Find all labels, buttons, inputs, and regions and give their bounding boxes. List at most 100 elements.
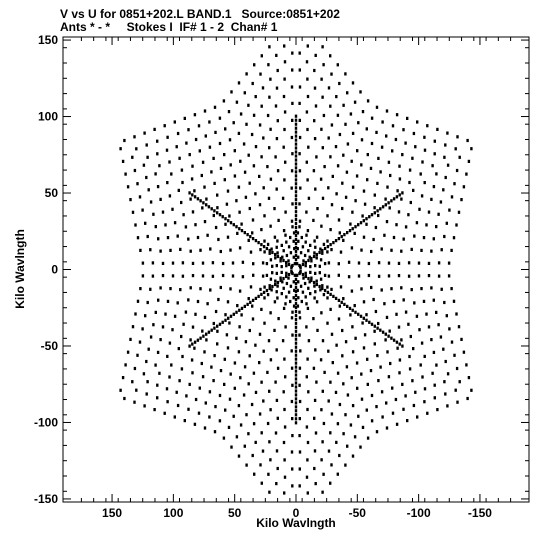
- uv-point: [294, 357, 298, 361]
- uv-point: [453, 182, 456, 186]
- uv-point: [225, 202, 229, 206]
- uv-point: [135, 388, 138, 392]
- uv-point: [222, 436, 226, 440]
- uv-point: [242, 142, 246, 146]
- uv-point: [346, 142, 350, 146]
- uv-point: [258, 174, 261, 178]
- uv-point: [282, 276, 285, 281]
- uv-point: [138, 195, 142, 199]
- uv-point: [236, 231, 239, 235]
- uv-point: [348, 306, 352, 310]
- uv-point: [233, 149, 236, 153]
- uv-point: [326, 290, 330, 294]
- uv-point: [213, 209, 216, 213]
- uv-point: [274, 104, 278, 108]
- uv-point: [422, 299, 426, 303]
- uv-point: [291, 310, 294, 314]
- uv-point: [342, 103, 345, 107]
- uv-point: [296, 304, 300, 308]
- uv-point: [301, 272, 305, 277]
- uv-point: [235, 336, 238, 340]
- uv-point: [289, 235, 292, 240]
- uv-point: [435, 225, 438, 229]
- uv-point: [208, 390, 212, 394]
- uv-point: [342, 153, 345, 157]
- y-tick-label: -100: [34, 415, 58, 429]
- uv-point: [284, 160, 287, 164]
- uv-point: [423, 181, 426, 185]
- uv-point: [239, 159, 242, 163]
- uv-point: [455, 366, 459, 371]
- uv-point: [188, 191, 191, 195]
- uv-point: [280, 265, 283, 269]
- uv-point: [292, 296, 295, 300]
- uv-point: [416, 120, 419, 124]
- uv-point: [316, 207, 319, 211]
- uv-point: [431, 164, 434, 168]
- uv-point: [228, 214, 231, 218]
- uv-point: [351, 81, 355, 85]
- uv-point: [298, 333, 301, 337]
- uv-point: [376, 181, 379, 185]
- uv-point: [440, 287, 443, 291]
- uv-point: [229, 163, 232, 167]
- uv-point: [269, 258, 273, 262]
- uv-point: [327, 349, 330, 353]
- uv-point: [283, 425, 287, 429]
- uv-point: [196, 197, 200, 201]
- uv-point: [281, 339, 285, 343]
- uv-point: [430, 197, 433, 201]
- uv-point: [306, 491, 309, 495]
- uv-point: [421, 160, 424, 164]
- uv-point: [367, 273, 371, 278]
- uv-point: [243, 444, 246, 448]
- uv-point: [327, 274, 331, 278]
- uv-point: [351, 350, 355, 354]
- uv-point: [398, 342, 401, 346]
- uv-point: [395, 195, 399, 199]
- uv-point: [290, 219, 294, 223]
- uv-point: [298, 366, 302, 370]
- uv-point: [341, 181, 344, 185]
- uv-point: [392, 299, 396, 304]
- uv-point: [363, 333, 367, 337]
- uv-point: [271, 264, 274, 268]
- x-tick-label: 150: [102, 506, 122, 520]
- uv-point: [400, 338, 403, 342]
- uv-point: [335, 440, 338, 444]
- uv-point: [210, 365, 213, 369]
- uv-point: [284, 375, 287, 379]
- uv-point: [274, 380, 277, 384]
- uv-point: [294, 349, 298, 353]
- uv-point: [385, 220, 389, 224]
- uv-point: [334, 239, 338, 243]
- uv-point: [294, 373, 298, 377]
- uv-point: [306, 458, 309, 462]
- uv-point: [290, 316, 294, 320]
- uv-point: [377, 156, 380, 160]
- uv-point: [294, 421, 298, 425]
- uv-point: [187, 128, 190, 132]
- uv-point: [191, 193, 194, 197]
- uv-point: [280, 292, 283, 296]
- uv-point: [171, 207, 174, 211]
- uv-point: [305, 302, 308, 306]
- uv-point: [210, 170, 213, 174]
- uv-point: [176, 403, 180, 408]
- uv-point: [306, 229, 310, 233]
- uv-point: [314, 431, 318, 435]
- uv-point: [426, 124, 429, 128]
- uv-point: [181, 180, 184, 185]
- uv-point: [315, 155, 318, 159]
- uv-point: [458, 155, 461, 159]
- uv-point: [165, 387, 169, 391]
- uv-point: [139, 248, 142, 252]
- uv-point: [337, 218, 341, 222]
- uv-point: [338, 81, 341, 86]
- uv-point: [379, 170, 382, 174]
- uv-point: [126, 350, 130, 354]
- uv-point: [204, 401, 207, 405]
- uv-point: [331, 361, 334, 365]
- uv-point: [321, 248, 324, 253]
- uv-point: [294, 194, 298, 198]
